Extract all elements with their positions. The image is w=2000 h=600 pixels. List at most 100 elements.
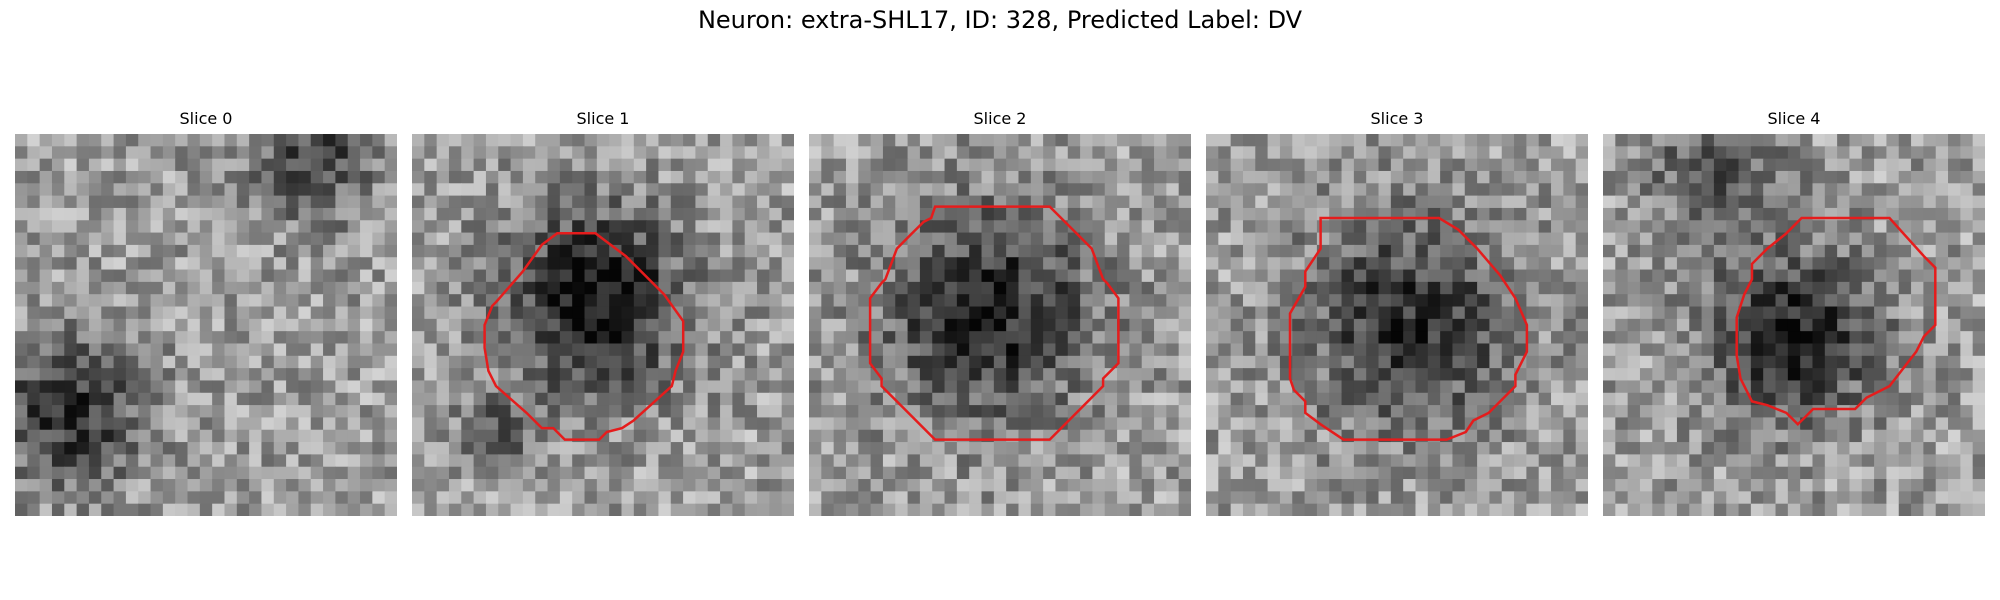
pixel-cell [412, 134, 425, 147]
pixel-cell [932, 331, 946, 345]
pixel-cell [1353, 183, 1367, 197]
pixel-cell [510, 220, 524, 234]
pixel-cell [1898, 134, 1912, 147]
pixel-cell [1514, 429, 1527, 443]
pixel-cell [1898, 491, 1912, 505]
pixel-cell [932, 503, 946, 516]
pixel-cell [1242, 318, 1256, 332]
pixel-cell [448, 380, 462, 394]
pixel-cell [1292, 442, 1306, 455]
pixel-cell [249, 306, 263, 320]
pixel-cell [101, 183, 115, 197]
pixel-cell [323, 207, 336, 221]
pixel-cell [436, 405, 450, 419]
pixel-cell [15, 134, 28, 147]
pixel-cell [1603, 183, 1616, 197]
pixel-cell [1750, 306, 1764, 320]
pixel-cell [559, 257, 573, 271]
pixel-cell [1948, 232, 1961, 246]
pixel-cell [1676, 503, 1690, 516]
pixel-cell [1898, 503, 1912, 516]
pixel-cell [1129, 343, 1143, 357]
pixel-cell [150, 158, 164, 172]
pixel-cell [907, 195, 921, 209]
pixel-cell [1960, 183, 1974, 197]
pixel-cell [1935, 146, 1949, 160]
pixel-cell [1787, 331, 1801, 345]
pixel-cell [1551, 479, 1564, 492]
pixel-cell [1923, 503, 1937, 516]
pixel-cell [1824, 355, 1838, 369]
pixel-cell [1787, 195, 1801, 209]
pixel-cell [1664, 392, 1678, 406]
pixel-cell [522, 306, 536, 320]
pixel-cell [559, 306, 573, 320]
pixel-cell [932, 355, 946, 369]
pixel-cell [1141, 466, 1155, 480]
pixel-cell [1427, 380, 1441, 394]
pixel-cell [559, 220, 573, 234]
pixel-cell [1898, 207, 1912, 221]
pixel-cell [1972, 294, 1985, 308]
pixel-cell [1972, 503, 1985, 516]
pixel-cell [424, 417, 438, 431]
pixel-cell [1080, 294, 1094, 308]
pixel-cell [485, 146, 499, 160]
pixel-cell [858, 392, 872, 406]
pixel-cell [845, 429, 859, 443]
pixel-cell [1206, 195, 1219, 209]
pixel-cell [323, 183, 336, 197]
pixel-cell [1304, 306, 1318, 320]
pixel-cell [286, 134, 300, 147]
pixel-cell [919, 158, 933, 172]
pixel-cell [1390, 331, 1404, 345]
pixel-cell [1255, 380, 1269, 394]
pixel-cell [919, 331, 933, 345]
pixel-cell [1440, 503, 1454, 516]
pixel-cell [572, 146, 586, 160]
pixel-cell [1178, 368, 1191, 382]
pixel-cell [1055, 170, 1069, 184]
pixel-cell [1415, 343, 1429, 357]
pixel-cell [621, 491, 635, 505]
pixel-cell [1141, 244, 1155, 258]
pixel-cell [138, 355, 152, 369]
pixel-cell [769, 380, 783, 394]
pixel-cell [1911, 134, 1924, 147]
pixel-cell [1080, 220, 1094, 234]
pixel-cell [212, 405, 226, 419]
pixel-cell [224, 281, 238, 295]
pixel-cell [473, 503, 487, 516]
pixel-cell [845, 466, 859, 480]
pixel-cell [1080, 503, 1094, 516]
pixel-cell [1948, 442, 1961, 455]
pixel-cell [1477, 466, 1491, 480]
pixel-cell [1452, 392, 1466, 406]
pixel-cell [1886, 257, 1900, 271]
pixel-cell [1378, 479, 1392, 492]
pixel-cell [670, 331, 684, 345]
pixel-cell [347, 158, 361, 172]
pixel-cell [956, 368, 970, 382]
pixel-cell [1403, 244, 1417, 258]
pixel-cell [150, 244, 164, 258]
pixel-cell [498, 244, 512, 258]
pixel-cell [1664, 503, 1678, 516]
pixel-cell [1452, 183, 1466, 197]
pixel-cell [1489, 318, 1503, 332]
pixel-cell [1750, 207, 1764, 221]
pixel-cell [1440, 331, 1454, 345]
pixel-cell [436, 318, 450, 332]
pixel-cell [175, 503, 189, 516]
pixel-cell [969, 479, 983, 492]
pixel-cell [1292, 158, 1306, 172]
pixel-cell [1304, 183, 1318, 197]
pixel-cell [1154, 306, 1167, 320]
pixel-cell [1603, 318, 1616, 332]
pixel-cell [858, 429, 872, 443]
pixel-cell [88, 281, 102, 295]
pixel-cell [1452, 281, 1466, 295]
pixel-cell [1812, 429, 1826, 443]
pixel-cell [683, 306, 697, 320]
pixel-cell [113, 392, 127, 406]
